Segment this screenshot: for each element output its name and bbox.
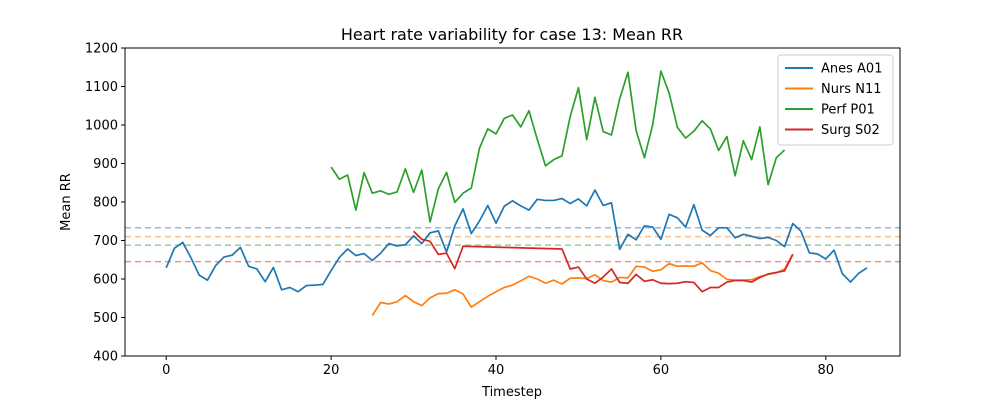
legend-box [777, 54, 894, 146]
y-tick-label: 1000 [85, 119, 118, 134]
y-tick-label: 500 [93, 311, 118, 326]
series-line [371, 253, 794, 317]
x-tick-label: 80 [818, 363, 835, 378]
y-tick-label: 600 [93, 273, 118, 288]
y-tick-label: 900 [93, 157, 118, 172]
legend-label: Surg S02 [821, 123, 880, 138]
chart-title: Heart rate variability for case 13: Mean… [341, 25, 683, 44]
y-axis-ticks: 400 500 600 700 800 900 1000 1100 1200 [85, 42, 125, 365]
series-lines [165, 70, 868, 317]
y-axis-label: Mean RR [59, 173, 74, 231]
legend-label: Perf P01 [821, 103, 875, 118]
legend-label: Anes A01 [821, 62, 882, 77]
y-tick-label: 800 [93, 196, 118, 211]
x-tick-label: 40 [488, 363, 505, 378]
y-tick-label: 700 [93, 234, 118, 249]
y-tick-label: 1100 [85, 80, 118, 95]
series-line [412, 230, 794, 293]
series-line [330, 70, 786, 223]
x-tick-label: 0 [162, 363, 170, 378]
x-tick-label: 20 [323, 363, 340, 378]
y-tick-label: 400 [93, 350, 118, 365]
x-axis-ticks: 0 20 40 60 80 [162, 356, 834, 378]
legend-label: Nurs N11 [821, 82, 881, 97]
y-tick-label: 1200 [85, 42, 118, 57]
mean-reference-lines [125, 227, 900, 263]
x-tick-label: 60 [653, 363, 670, 378]
legend: Anes A01 Nurs N11 Perf P01 Surg S02 [777, 54, 894, 146]
x-axis-label: Timestep [481, 385, 542, 400]
series-line [165, 189, 868, 293]
